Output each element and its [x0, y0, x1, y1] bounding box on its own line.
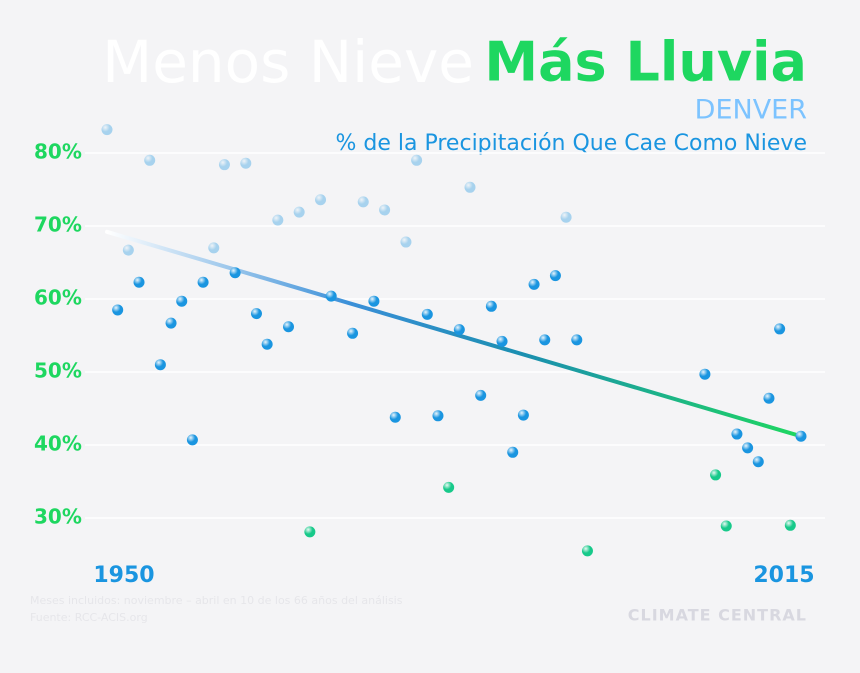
subtitle: % de la Precipitación Que Cae Como Nieve	[336, 131, 807, 156]
data-point	[304, 526, 316, 538]
data-point	[101, 124, 113, 136]
data-point	[154, 359, 166, 371]
data-point	[795, 430, 807, 442]
location: DENVER	[695, 95, 807, 126]
data-point	[197, 276, 209, 288]
data-point	[357, 196, 369, 208]
data-point	[720, 520, 732, 532]
data-point	[347, 327, 359, 339]
logo: CLIMATE CENTRAL	[628, 606, 807, 625]
data-point	[229, 267, 241, 279]
data-point	[528, 278, 540, 290]
data-point	[571, 334, 583, 346]
y-tick-label: 50%	[34, 359, 82, 383]
data-point	[218, 159, 230, 171]
y-tick-label: 40%	[34, 432, 82, 456]
data-point	[443, 481, 455, 493]
data-point	[411, 154, 423, 166]
x-tick-label: 1950	[93, 563, 154, 588]
data-point	[731, 428, 743, 440]
data-point	[208, 242, 220, 254]
data-point	[293, 206, 305, 218]
y-tick-label: 80%	[34, 140, 82, 164]
data-point	[261, 338, 273, 350]
data-point	[272, 214, 284, 226]
data-point	[165, 317, 177, 329]
title-highlight: Más Lluvia	[484, 31, 807, 94]
data-point	[186, 434, 198, 446]
data-point	[389, 411, 401, 423]
data-point	[763, 392, 775, 404]
y-tick-label: 70%	[34, 213, 82, 237]
data-point	[475, 389, 487, 401]
data-point	[432, 410, 444, 422]
data-point	[752, 456, 764, 468]
data-point	[379, 204, 391, 216]
y-tick-label: 60%	[34, 286, 82, 310]
data-point	[539, 334, 551, 346]
data-point	[400, 236, 412, 248]
x-tick-label: 2015	[753, 563, 814, 588]
data-point	[464, 181, 476, 193]
trend-line	[105, 229, 803, 439]
data-point	[517, 409, 529, 421]
data-point	[250, 308, 262, 320]
data-point	[176, 295, 188, 307]
data-point	[560, 211, 572, 223]
data-point	[485, 300, 497, 312]
note: Meses incluidos: noviembre – abril en 10…	[30, 594, 403, 607]
y-tick-label: 30%	[34, 505, 82, 529]
data-point	[453, 324, 465, 336]
title: Menos Nieve	[102, 28, 474, 96]
data-point	[496, 335, 508, 347]
data-point	[699, 368, 711, 380]
data-point	[315, 194, 327, 206]
data-point	[421, 308, 433, 320]
data-point	[774, 323, 786, 335]
data-point	[742, 442, 754, 454]
data-point	[144, 154, 156, 166]
data-point	[325, 290, 337, 302]
data-point	[368, 295, 380, 307]
data-point	[784, 519, 796, 531]
data-point	[133, 276, 145, 288]
data-point	[283, 321, 295, 333]
data-point	[549, 270, 561, 282]
source: Fuente: RCC-ACIS.org	[30, 611, 148, 624]
data-point	[240, 157, 252, 169]
data-point	[710, 469, 722, 481]
data-point	[122, 244, 134, 256]
data-point	[112, 304, 124, 316]
data-point	[581, 545, 593, 557]
data-point	[507, 446, 519, 458]
